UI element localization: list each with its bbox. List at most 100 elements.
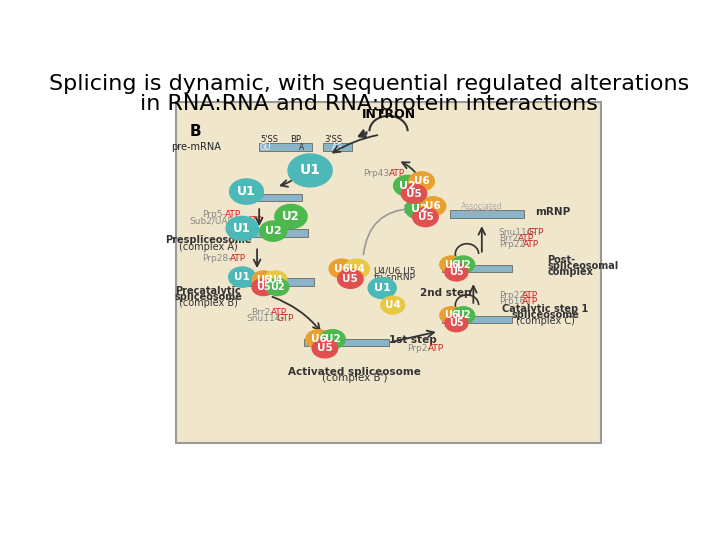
Text: Prp22-: Prp22-	[499, 240, 528, 249]
Text: Prp28-: Prp28-	[202, 254, 231, 263]
Text: U2: U2	[282, 210, 300, 223]
Text: spliceosome: spliceosome	[174, 292, 242, 302]
Text: Splicing is dynamic, with sequential regulated alterations: Splicing is dynamic, with sequential reg…	[49, 73, 689, 93]
Text: 3'SS: 3'SS	[324, 134, 343, 144]
Text: U1: U1	[234, 272, 250, 282]
Text: ATP: ATP	[225, 210, 241, 219]
Circle shape	[445, 315, 468, 332]
Text: U6: U6	[334, 264, 350, 274]
Text: U5: U5	[406, 188, 422, 199]
Text: (complex C): (complex C)	[516, 316, 575, 326]
Circle shape	[440, 256, 463, 273]
Text: INTRON: INTRON	[361, 107, 415, 120]
Text: ATP: ATP	[523, 240, 539, 249]
Text: Snu114-: Snu114-	[499, 228, 536, 237]
Text: U1: U1	[237, 185, 256, 198]
Text: U4/U6.U5: U4/U6.U5	[374, 267, 416, 275]
Text: mRNP: mRNP	[535, 207, 570, 218]
FancyArrowPatch shape	[479, 228, 485, 252]
Text: proteins: proteins	[466, 207, 498, 216]
Text: ATP: ATP	[230, 254, 246, 263]
Text: U4: U4	[348, 264, 364, 274]
Circle shape	[252, 271, 275, 288]
Text: Prp5-: Prp5-	[202, 210, 225, 219]
Circle shape	[320, 330, 346, 349]
Text: Catalytic step 1: Catalytic step 1	[503, 303, 588, 314]
Text: GTP: GTP	[527, 228, 544, 237]
Text: (complex A): (complex A)	[179, 242, 238, 252]
Text: U2: U2	[456, 260, 470, 269]
Text: spliceosomal: spliceosomal	[548, 261, 618, 271]
Text: spliceosome: spliceosome	[511, 310, 580, 320]
FancyBboxPatch shape	[304, 339, 389, 346]
Text: U5: U5	[449, 267, 464, 278]
FancyArrowPatch shape	[281, 172, 302, 187]
Circle shape	[440, 307, 463, 324]
FancyArrowPatch shape	[253, 249, 261, 266]
Text: tri-snRNP: tri-snRNP	[374, 273, 415, 282]
Circle shape	[306, 330, 331, 349]
Text: AG: AG	[332, 143, 343, 152]
Text: U5: U5	[317, 343, 333, 353]
FancyArrowPatch shape	[470, 286, 477, 303]
FancyArrowPatch shape	[359, 130, 367, 136]
FancyBboxPatch shape	[441, 316, 511, 323]
FancyArrowPatch shape	[256, 209, 263, 224]
FancyArrowPatch shape	[359, 131, 366, 138]
Circle shape	[405, 198, 433, 219]
FancyArrowPatch shape	[364, 206, 411, 254]
Text: U1: U1	[233, 222, 251, 235]
Text: GTP: GTP	[276, 314, 294, 323]
Text: A: A	[299, 143, 305, 152]
FancyBboxPatch shape	[176, 102, 600, 443]
Text: Associated: Associated	[461, 202, 503, 211]
Circle shape	[264, 271, 287, 288]
Text: Prp22-: Prp22-	[499, 292, 528, 300]
Text: U2: U2	[325, 334, 341, 344]
Text: (complex B'): (complex B')	[322, 373, 387, 383]
Circle shape	[230, 179, 264, 204]
Text: (complex B): (complex B)	[179, 299, 238, 308]
Text: U1: U1	[374, 283, 390, 293]
FancyBboxPatch shape	[238, 194, 302, 201]
Circle shape	[381, 296, 405, 314]
Text: BP: BP	[289, 134, 301, 144]
Text: U2: U2	[410, 204, 428, 214]
FancyBboxPatch shape	[441, 265, 511, 272]
Text: complex: complex	[548, 267, 593, 278]
Text: U5: U5	[449, 318, 464, 328]
Text: in RNA:RNA and RNA:protein interactions: in RNA:RNA and RNA:protein interactions	[140, 94, 598, 114]
Circle shape	[329, 259, 355, 278]
Text: U5: U5	[343, 274, 359, 284]
FancyArrowPatch shape	[272, 297, 320, 330]
Text: U6: U6	[426, 201, 441, 211]
Circle shape	[409, 172, 434, 191]
Circle shape	[226, 217, 258, 240]
Text: U5: U5	[256, 282, 271, 292]
Text: U2: U2	[456, 310, 470, 320]
Text: Brr2-: Brr2-	[499, 234, 521, 243]
Text: Prespliceosome: Prespliceosome	[165, 235, 251, 245]
Text: ATP: ATP	[428, 344, 444, 353]
Text: GU: GU	[260, 143, 271, 152]
Circle shape	[394, 176, 422, 196]
Text: ATP: ATP	[246, 216, 263, 225]
Text: B: B	[189, 124, 201, 139]
FancyArrowPatch shape	[402, 163, 426, 193]
Text: Activated spliceosome: Activated spliceosome	[288, 367, 421, 376]
Text: U4: U4	[268, 274, 283, 285]
FancyBboxPatch shape	[234, 229, 308, 237]
Circle shape	[368, 278, 396, 299]
Text: ATP: ATP	[271, 308, 287, 318]
Circle shape	[266, 279, 289, 295]
Text: ATP: ATP	[522, 292, 539, 300]
Circle shape	[445, 264, 468, 281]
Text: U6: U6	[444, 310, 459, 320]
Text: U2: U2	[270, 282, 284, 292]
Circle shape	[344, 259, 369, 278]
Text: 2nd step: 2nd step	[420, 288, 472, 298]
FancyBboxPatch shape	[234, 278, 315, 286]
Text: U6: U6	[256, 274, 271, 285]
Text: ATP: ATP	[522, 297, 539, 306]
Circle shape	[229, 267, 256, 287]
